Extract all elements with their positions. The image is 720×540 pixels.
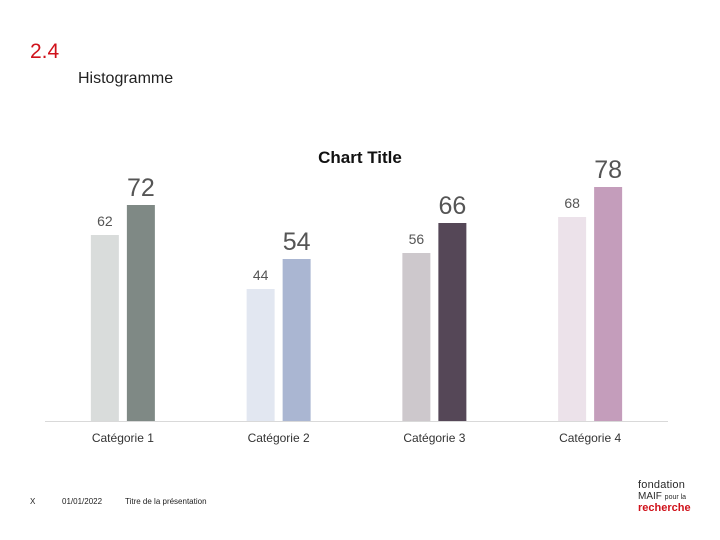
bar-cat3-series2: [438, 223, 467, 421]
footer-presentation-title: Titre de la présentation: [125, 497, 207, 506]
slide-marker: X: [30, 497, 36, 506]
data-label-cat2-series1: 44: [253, 267, 269, 283]
fondation-maif-logo: fondation MAIF pour la recherche: [638, 480, 700, 514]
logo-pour-la: pour la: [664, 494, 687, 501]
data-label-cat3-series1: 56: [409, 231, 425, 247]
data-label-cat3-series2: 66: [438, 192, 466, 220]
bar-cat2-series2: [282, 259, 311, 421]
logo-line-3: recherche: [638, 502, 691, 514]
bar-cat1-series1: [90, 235, 119, 421]
section-number: 2.4: [30, 40, 60, 63]
data-label-cat1-series2: 72: [127, 174, 155, 202]
slide-title: Histogramme: [78, 70, 174, 87]
bar-cat1-series2: [126, 205, 155, 421]
chart-title-text: Chart Title: [318, 148, 402, 167]
category-label-2: Catégorie 2: [248, 431, 310, 445]
data-label-cat2-series2: 54: [283, 228, 311, 256]
data-label-cat4-series1: 68: [564, 195, 580, 211]
chart-title: Chart Title: [0, 148, 720, 168]
bar-cat4-series2: [594, 187, 623, 421]
bar-cat2-series1: [246, 289, 275, 421]
logo-maif: MAIF: [638, 491, 662, 502]
bar-cat3-series1: [402, 253, 431, 421]
category-label-3: Catégorie 3: [403, 431, 465, 445]
bar-cat4-series1: [558, 217, 587, 421]
category-label-1: Catégorie 1: [92, 431, 154, 445]
data-label-cat4-series2: 78: [594, 156, 622, 184]
logo-line-2: MAIF pour la: [638, 491, 700, 503]
category-label-4: Catégorie 4: [559, 431, 621, 445]
logo-line-1: fondation: [638, 479, 686, 491]
data-label-cat1-series1: 62: [97, 213, 113, 229]
footer-date: 01/01/2022: [62, 497, 103, 506]
